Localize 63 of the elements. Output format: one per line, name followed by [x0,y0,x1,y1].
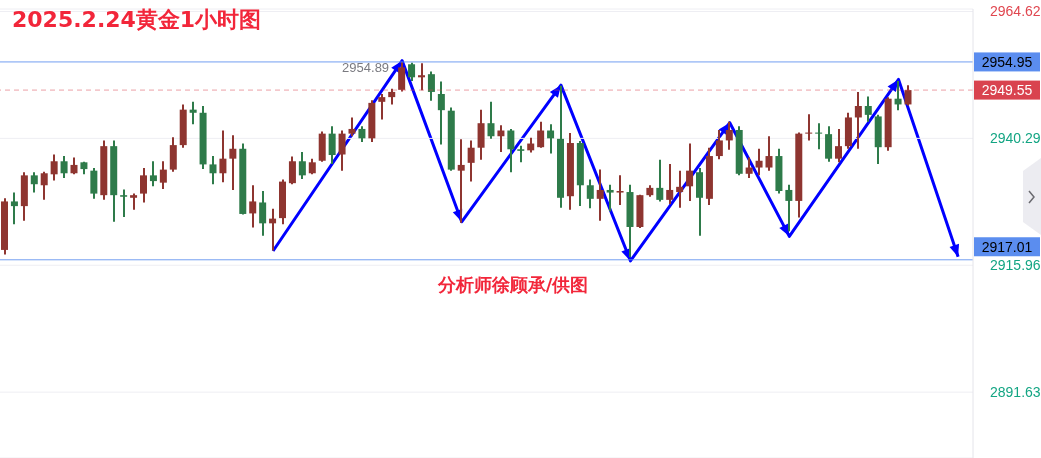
candlestick [904,84,912,107]
candlestick [487,100,495,140]
candlestick [229,134,237,191]
candlestick [298,150,306,180]
candlestick [408,61,416,82]
candlestick [745,156,753,179]
candlestick [50,153,58,182]
candlestick [418,62,425,92]
candlestick [249,184,257,229]
y-tick-label: 2940.29 [990,130,1041,147]
candlestick [120,188,128,219]
candlestick [457,138,465,224]
candlestick [427,70,435,102]
candlestick [676,169,684,209]
candlestick [616,174,624,207]
candlestick [755,147,763,177]
candlestick [537,120,545,149]
candlestick [666,162,674,206]
candlestick [189,100,197,126]
candlestick [596,168,604,222]
y-tick-label: 2891.63 [990,384,1041,401]
candlestick [90,167,98,200]
candlestick [259,190,267,237]
ref-line-label: 2954.95 [981,53,1033,70]
ref-line-label: 2917.01 [981,238,1033,255]
candlestick [686,142,694,202]
candlestick [467,139,475,183]
candlestick [378,93,386,121]
line-series [271,59,960,263]
candlestick [140,167,147,204]
candlestick [606,183,614,213]
candlestick [765,135,773,172]
candlestick [348,116,356,138]
y-tick-label: 2964.62 [990,3,1041,20]
chart-title: 2025.2.24黄金1小时图 [12,6,262,34]
candlestick [40,170,48,201]
candlestick [725,120,733,151]
candlestick [805,113,813,142]
candlestick [209,155,217,186]
candlestick [149,160,157,188]
candlestick [288,155,296,186]
annotation: 分析师徐顾承/供图 [437,273,589,297]
candlestick [815,122,823,151]
candlestick [219,129,227,184]
candlestick [864,95,872,123]
ref-line-label: 2949.55 [981,81,1033,98]
candlestick [328,125,336,165]
candlestick [30,171,38,194]
candlestick [60,155,68,179]
candlestick [785,183,793,233]
candlestick [656,158,664,203]
candlestick [437,80,445,146]
candlestick [507,127,515,174]
candlestick [338,129,346,172]
candlestick [715,128,723,161]
annotation: 2954.89 [342,59,390,75]
candlestick [835,127,842,164]
candlestick [398,61,406,93]
candlestick [10,191,18,226]
y-tick-label: 2915.96 [990,257,1041,274]
candlestick [159,160,167,190]
candlestick [586,178,594,210]
candlestick [854,90,862,150]
